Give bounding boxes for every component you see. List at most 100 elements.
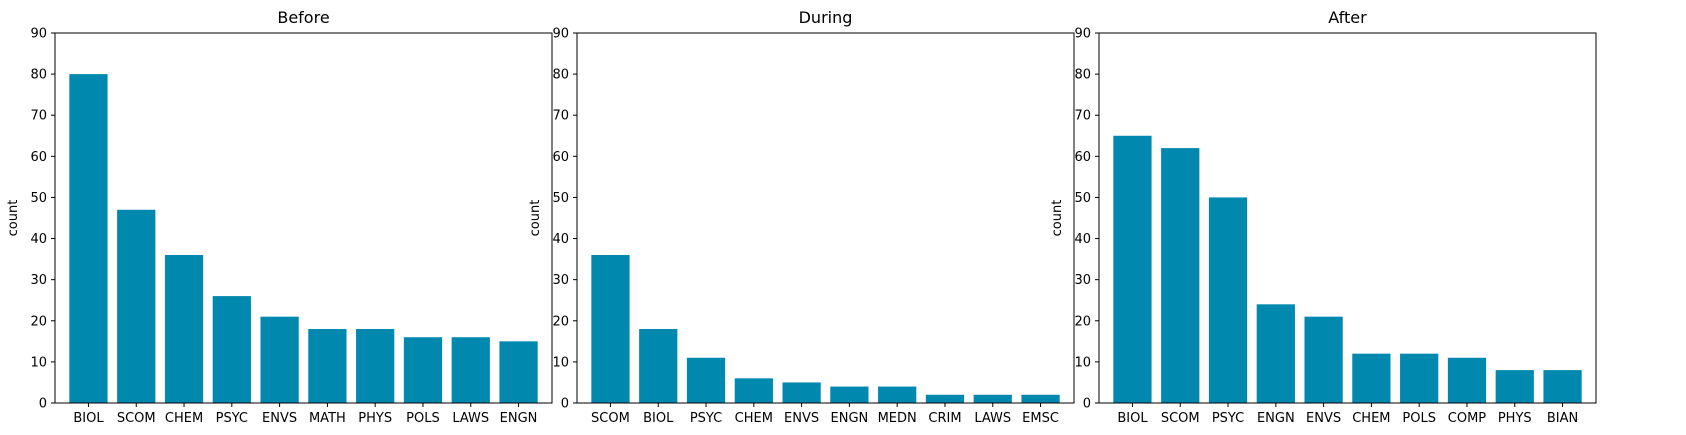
- bar: [734, 378, 773, 403]
- x-tick-label: MATH: [309, 411, 346, 426]
- y-tick-label: 20: [30, 314, 47, 329]
- bar: [925, 394, 965, 403]
- chart-title: Before: [277, 8, 329, 27]
- bar: [117, 209, 156, 403]
- y-tick-label: 80: [1074, 68, 1091, 83]
- axes-frame: [1098, 32, 1597, 404]
- x-tick-label: POLS: [1402, 411, 1436, 426]
- y-axis-label: count: [1050, 200, 1065, 237]
- bar: [591, 255, 630, 403]
- bar: [1208, 197, 1248, 403]
- y-tick-label: 80: [552, 68, 569, 83]
- y-tick-label: 70: [552, 109, 569, 124]
- y-tick-label: 50: [552, 191, 569, 206]
- bar: [164, 255, 204, 403]
- bar: [451, 337, 490, 403]
- bar: [212, 296, 251, 403]
- y-tick-label: 40: [1074, 232, 1091, 247]
- x-tick-label: BIAN: [1547, 411, 1578, 426]
- axes-frame: [54, 32, 553, 404]
- chart-panel-before: BIOL SCOM CHEM PSYC ENVS MATH PHYS POLS LAWS ENGN…: [6, 8, 553, 426]
- x-tick-label: PSYC: [216, 411, 248, 426]
- bar: [1495, 370, 1534, 403]
- x-tick-label: PSYC: [690, 411, 722, 426]
- chart-title: After: [1328, 8, 1367, 27]
- x-tick-label: ENVS: [784, 411, 819, 426]
- chart-panel-during: SCOM BIOL PSYC CHEM ENVS ENGN MEDN CRIM LAWS EMSC…: [528, 8, 1075, 426]
- y-tick-label: 40: [552, 232, 569, 247]
- bar: [356, 329, 395, 403]
- y-tick-label: 40: [30, 232, 47, 247]
- y-tick-label: 0: [39, 397, 47, 412]
- axes-frame: [576, 32, 1075, 404]
- bar: [878, 386, 917, 403]
- x-tick-label: SCOM: [591, 411, 630, 426]
- y-tick-label: 50: [1074, 191, 1091, 206]
- bar: [499, 341, 538, 403]
- x-tick-label: CRIM: [928, 411, 961, 426]
- bar: [1400, 353, 1439, 403]
- y-tick-label: 90: [552, 27, 569, 42]
- x-tick-label: PHYS: [358, 411, 392, 426]
- x-tick-label: BIOL: [643, 411, 674, 426]
- y-tick-label: 30: [1074, 273, 1091, 288]
- y-tick-label: 10: [30, 355, 47, 370]
- x-tick-label: ENGN: [500, 411, 538, 426]
- y-tick-label: 30: [30, 273, 47, 288]
- y-tick-label: 70: [1074, 109, 1091, 124]
- x-tick-label: MEDN: [878, 411, 917, 426]
- bar: [1113, 135, 1152, 403]
- bar: [830, 386, 869, 403]
- x-tick-label: LAWS: [974, 411, 1011, 426]
- y-tick-label: 70: [30, 109, 47, 124]
- x-tick-label: BIOL: [73, 411, 104, 426]
- bar: [1543, 370, 1582, 403]
- chart-panel-after: BIOL SCOM PSYC ENGN ENVS CHEM POLS COMP PHYS BIAN…: [1050, 8, 1597, 426]
- x-tick-label: CHEM: [1352, 411, 1390, 426]
- y-tick-label: 20: [552, 314, 569, 329]
- x-tick-label: PSYC: [1212, 411, 1244, 426]
- x-tick-label: POLS: [406, 411, 440, 426]
- bar: [1161, 148, 1200, 403]
- bar: [639, 329, 678, 403]
- bar: [403, 337, 443, 403]
- y-tick-label: 60: [552, 150, 569, 165]
- x-tick-label: LAWS: [452, 411, 489, 426]
- y-tick-label: 30: [552, 273, 569, 288]
- y-axis-label: count: [6, 200, 21, 237]
- x-tick-label: ENVS: [1306, 411, 1341, 426]
- y-axis-label: count: [528, 200, 543, 237]
- bar: [308, 329, 347, 403]
- y-tick-label: 10: [552, 355, 569, 370]
- x-tick-label: CHEM: [735, 411, 773, 426]
- y-tick-label: 0: [1083, 397, 1091, 412]
- x-tick-label: ENGN: [1257, 411, 1295, 426]
- x-tick-label: SCOM: [1161, 411, 1200, 426]
- bar: [686, 357, 726, 403]
- x-tick-label: BIOL: [1117, 411, 1148, 426]
- y-tick-label: 90: [1074, 27, 1091, 42]
- bar: [260, 316, 299, 403]
- y-tick-label: 80: [30, 68, 47, 83]
- y-tick-label: 10: [1074, 355, 1091, 370]
- x-tick-label: EMSC: [1022, 411, 1059, 426]
- x-tick-label: PHYS: [1498, 411, 1532, 426]
- bar: [69, 74, 108, 404]
- bar: [1021, 394, 1060, 403]
- x-tick-label: COMP: [1448, 411, 1487, 426]
- bar: [1304, 316, 1343, 403]
- x-tick-label: ENGN: [831, 411, 869, 426]
- y-tick-label: 90: [30, 27, 47, 42]
- bar: [782, 382, 821, 403]
- y-tick-label: 50: [30, 191, 47, 206]
- x-tick-label: ENVS: [262, 411, 297, 426]
- x-tick-label: SCOM: [117, 411, 156, 426]
- y-tick-label: 0: [561, 397, 569, 412]
- bar: [1256, 304, 1295, 403]
- bar: [1447, 357, 1487, 403]
- y-tick-label: 60: [1074, 150, 1091, 165]
- y-tick-label: 60: [30, 150, 47, 165]
- chart-title: During: [799, 8, 853, 27]
- bar: [1352, 353, 1391, 403]
